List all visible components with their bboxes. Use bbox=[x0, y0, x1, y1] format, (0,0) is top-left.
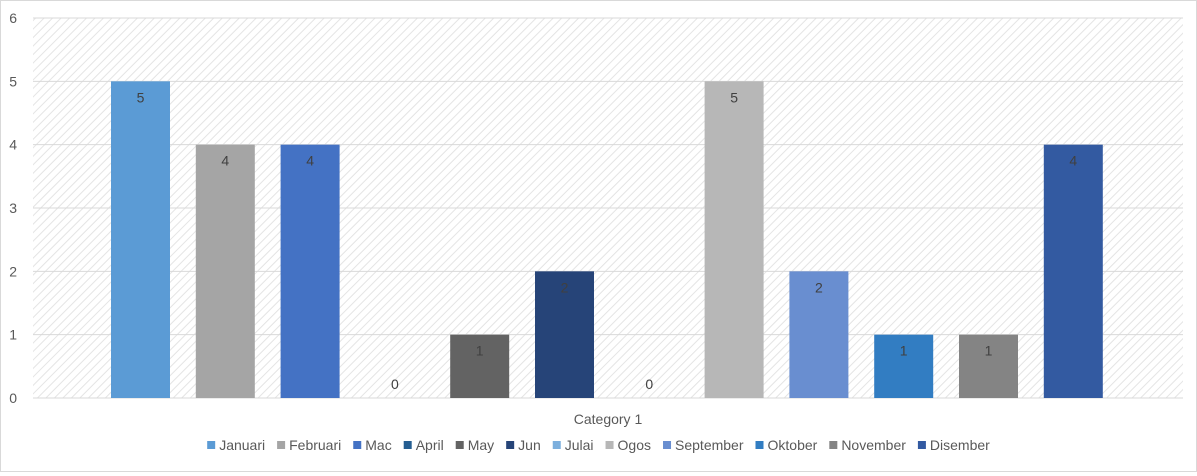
legend-item-november: November bbox=[829, 437, 906, 453]
legend-swatch bbox=[455, 441, 464, 449]
legend-label: Disember bbox=[930, 437, 990, 453]
data-label-april: 0 bbox=[391, 376, 399, 392]
legend-swatch bbox=[829, 441, 838, 449]
data-label-julai: 0 bbox=[645, 376, 653, 392]
legend-item-februari: Februari bbox=[277, 437, 341, 453]
legend-label: Oktober bbox=[768, 437, 818, 453]
legend-label: Julai bbox=[565, 437, 594, 453]
legend-item-mac: Mac bbox=[353, 437, 392, 453]
data-label-februari: 4 bbox=[221, 153, 229, 169]
legend-swatch bbox=[663, 441, 672, 449]
bar-jun bbox=[535, 271, 594, 398]
y-tick-label: 2 bbox=[9, 263, 17, 279]
legend-label: Mac bbox=[365, 437, 391, 453]
legend-item-januari: Januari bbox=[207, 437, 265, 453]
y-tick-label: 5 bbox=[9, 73, 17, 89]
data-label-may: 1 bbox=[476, 343, 484, 359]
y-axis-tick-labels: 0 1 2 3 4 5 6 bbox=[9, 10, 17, 406]
y-tick-label: 1 bbox=[9, 327, 17, 343]
legend-swatch bbox=[552, 441, 561, 449]
legend-item-april: April bbox=[403, 437, 444, 453]
legend-item-jun: Jun bbox=[506, 437, 541, 453]
legend-swatch bbox=[277, 441, 286, 449]
legend-label: November bbox=[841, 437, 906, 453]
legend-item-ogos: Ogos bbox=[605, 437, 651, 453]
legend-swatch bbox=[755, 441, 764, 449]
data-label-januari: 5 bbox=[137, 89, 145, 105]
legend-swatch bbox=[506, 441, 515, 449]
legend-label: Februari bbox=[289, 437, 341, 453]
legend-item-september: September bbox=[663, 437, 744, 453]
data-label-disember: 4 bbox=[1069, 153, 1077, 169]
legend-label: Jun bbox=[518, 437, 541, 453]
legend-swatch bbox=[605, 441, 614, 449]
legend-label: April bbox=[416, 437, 444, 453]
legend-item-oktober: Oktober bbox=[755, 437, 818, 453]
data-labels: 5 4 4 0 1 2 0 5 2 1 1 4 bbox=[137, 89, 1078, 392]
bar-may bbox=[450, 334, 510, 398]
legend-swatch bbox=[353, 441, 362, 449]
bar-mac bbox=[280, 144, 340, 398]
y-tick-label: 3 bbox=[9, 200, 17, 216]
bar-september bbox=[789, 271, 849, 398]
data-label-oktober: 1 bbox=[900, 343, 908, 359]
legend-label: Ogos bbox=[618, 437, 651, 453]
legend-label: Januari bbox=[219, 437, 265, 453]
bar-disember bbox=[1043, 144, 1103, 398]
data-label-ogos: 5 bbox=[730, 89, 738, 105]
x-axis-category-label: Category 1 bbox=[574, 411, 643, 427]
bar-ogos bbox=[704, 81, 764, 398]
data-label-september: 2 bbox=[815, 279, 823, 295]
legend-item-may: May bbox=[455, 437, 494, 453]
legend-swatch bbox=[207, 441, 216, 449]
legend-item-disember: Disember bbox=[917, 437, 990, 453]
data-label-mac: 4 bbox=[306, 153, 314, 169]
data-label-jun: 2 bbox=[561, 279, 569, 295]
bar-januari bbox=[111, 81, 170, 398]
legend-swatch bbox=[403, 441, 412, 449]
legend-label: May bbox=[468, 437, 494, 453]
legend-swatch bbox=[917, 441, 926, 449]
legend: Januari Februari Mac April May Jun Julai Ogos Se… bbox=[207, 437, 990, 453]
bar-februari bbox=[195, 144, 255, 398]
data-label-november: 1 bbox=[985, 343, 993, 359]
y-tick-label: 4 bbox=[9, 137, 17, 153]
y-tick-label: 0 bbox=[9, 390, 17, 406]
legend-item-julai: Julai bbox=[552, 437, 594, 453]
bars bbox=[111, 81, 1103, 398]
bar-oktober bbox=[874, 334, 934, 398]
y-tick-label: 6 bbox=[9, 10, 17, 26]
bar-november bbox=[959, 334, 1018, 398]
legend-label: September bbox=[675, 437, 744, 453]
